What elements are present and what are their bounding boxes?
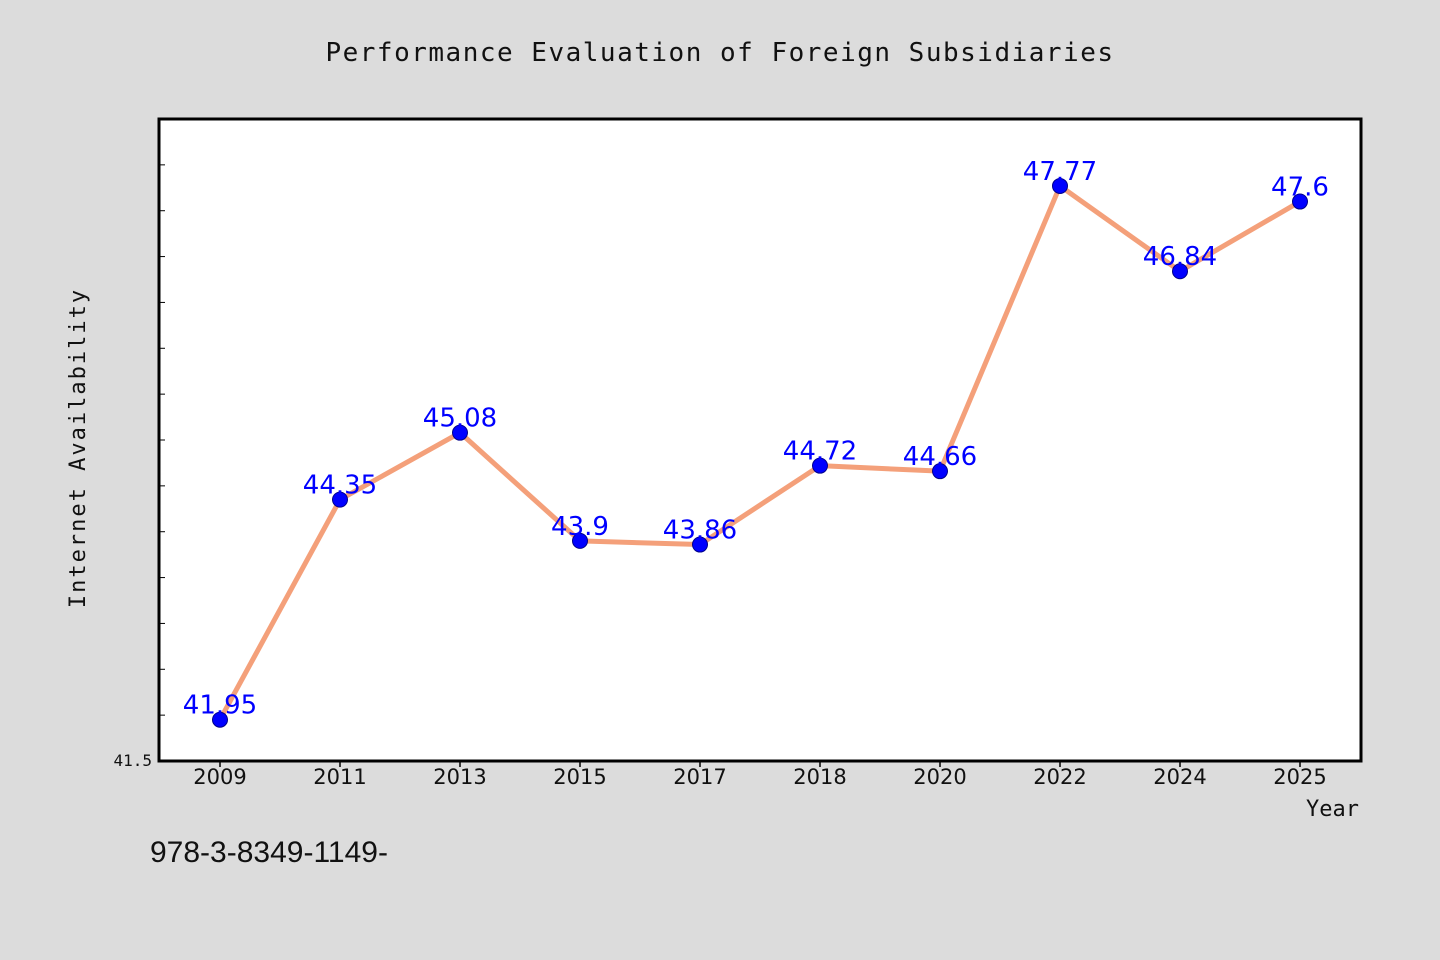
data-point (212, 711, 228, 728)
y-axis-ticks (159, 118, 165, 762)
data-labels: 41.95 44.35 45.08 43.9 43.86 44.72 44.66 47.77 4… (183, 157, 1329, 721)
x-axis-ticks (219, 761, 1301, 767)
data-point (1172, 263, 1188, 280)
chart-title: Performance Evaluation of Foreign Subsid… (325, 38, 1114, 68)
data-point (1052, 177, 1068, 194)
data-label: 47.77 (1023, 157, 1097, 187)
y-tick-label-min: 41.5 (113, 751, 152, 770)
x-tick-label: 2011 (313, 765, 366, 789)
data-label: 46.84 (1143, 242, 1217, 272)
x-tick-label: 2013 (433, 765, 486, 789)
data-point (932, 463, 948, 480)
y-axis-label: Internet Availability (66, 288, 91, 608)
x-tick-label: 2025 (1273, 765, 1326, 789)
x-tick-label: 2018 (793, 765, 846, 789)
data-label: 44.35 (303, 471, 377, 501)
x-axis-label: Year (1306, 797, 1359, 822)
data-label: 45.08 (423, 404, 497, 434)
data-point (452, 424, 468, 441)
x-tick-label: 2015 (553, 765, 606, 789)
data-point (332, 491, 348, 508)
x-tick-label: 2009 (193, 765, 246, 789)
data-label: 43.86 (663, 516, 737, 546)
data-point (1292, 193, 1308, 210)
series-markers (212, 177, 1308, 728)
data-label: 41.95 (183, 691, 257, 721)
plot-area (157, 117, 1363, 763)
data-point (692, 536, 708, 553)
data-point (572, 532, 588, 549)
data-label: 47.6 (1271, 173, 1329, 203)
x-tick-label: 2022 (1033, 765, 1086, 789)
data-point (812, 457, 828, 474)
series-line (217, 183, 1303, 723)
data-label: 43.9 (551, 512, 609, 542)
x-tick-label: 2017 (673, 765, 726, 789)
data-label: 44.72 (783, 437, 857, 467)
x-tick-label: 2024 (1153, 765, 1206, 789)
x-axis-tick-labels: 2009 2011 2013 2015 2017 2018 2020 2022 2024 2025 (193, 765, 1326, 789)
footer-text: 978-3-8349-1149- (150, 836, 388, 869)
x-tick-label: 2020 (913, 765, 966, 789)
data-label: 44.66 (903, 442, 977, 472)
